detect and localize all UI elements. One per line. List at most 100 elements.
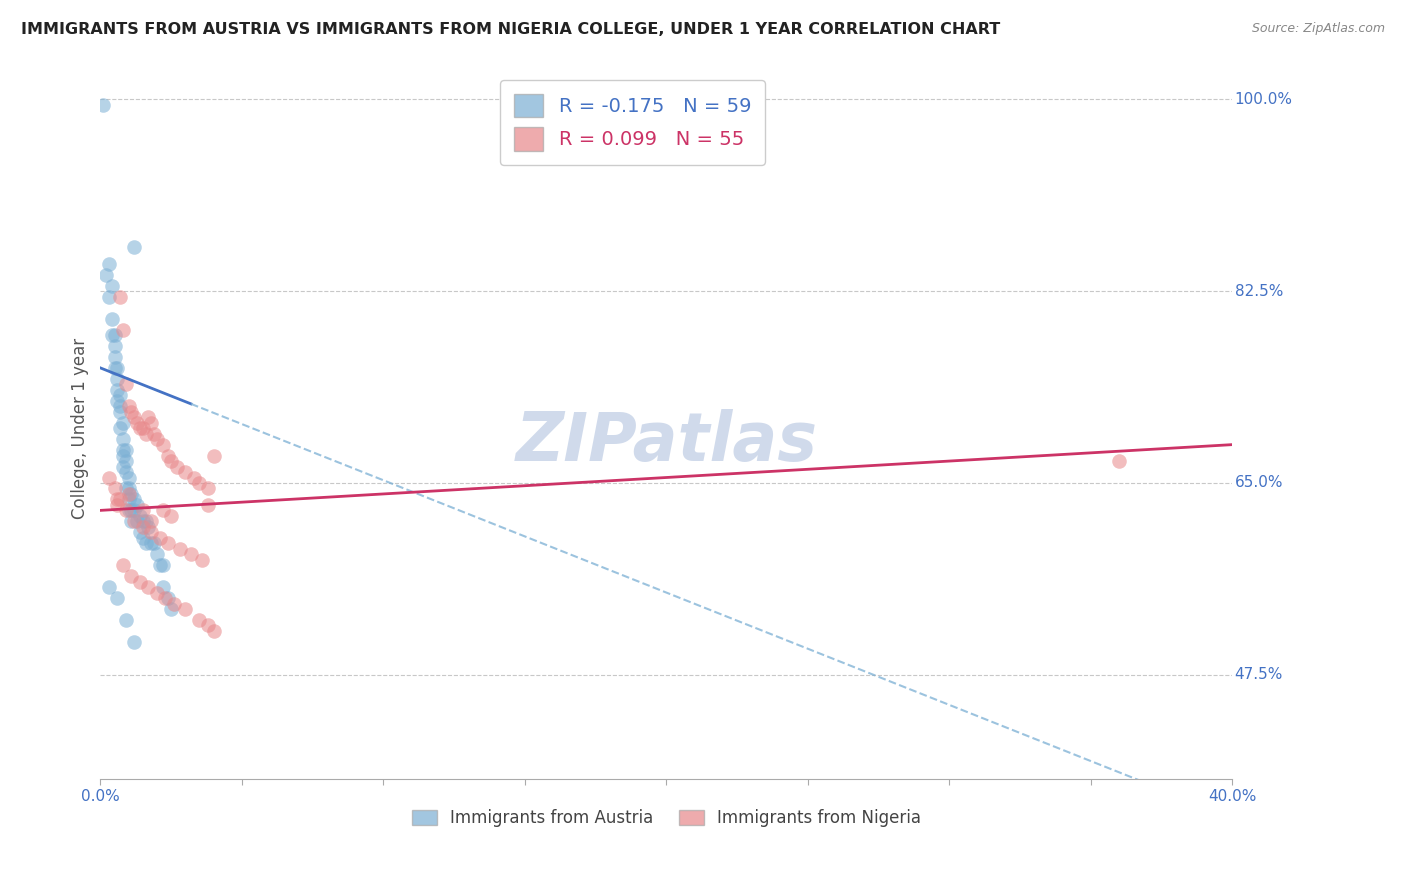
Point bbox=[124, 514, 146, 528]
Point bbox=[143, 426, 166, 441]
Point bbox=[108, 290, 131, 304]
Point bbox=[1108, 454, 1130, 468]
Point bbox=[146, 432, 169, 446]
Point bbox=[152, 580, 174, 594]
Point bbox=[160, 454, 183, 468]
Point bbox=[146, 547, 169, 561]
Point bbox=[135, 514, 157, 528]
Point bbox=[127, 514, 149, 528]
Point bbox=[127, 416, 149, 430]
Point bbox=[157, 591, 180, 605]
Point bbox=[124, 635, 146, 649]
Point bbox=[202, 449, 225, 463]
Point bbox=[108, 421, 131, 435]
Point bbox=[103, 328, 125, 343]
Point bbox=[108, 405, 131, 419]
Point bbox=[129, 508, 152, 523]
Point bbox=[111, 432, 134, 446]
Point bbox=[132, 520, 155, 534]
Point bbox=[105, 591, 128, 605]
Point bbox=[103, 339, 125, 353]
Point bbox=[180, 547, 202, 561]
Point bbox=[152, 437, 174, 451]
Point bbox=[160, 508, 183, 523]
Point bbox=[141, 416, 163, 430]
Text: 47.5%: 47.5% bbox=[1234, 667, 1284, 682]
Point bbox=[105, 383, 128, 397]
Point bbox=[108, 388, 131, 402]
Point bbox=[188, 613, 211, 627]
Point bbox=[160, 602, 183, 616]
Point bbox=[121, 569, 143, 583]
Point bbox=[124, 492, 146, 507]
Point bbox=[132, 531, 155, 545]
Text: 100.0%: 100.0% bbox=[1234, 92, 1292, 107]
Point bbox=[111, 558, 134, 573]
Legend: Immigrants from Austria, Immigrants from Nigeria: Immigrants from Austria, Immigrants from… bbox=[405, 803, 928, 834]
Point bbox=[121, 514, 143, 528]
Point bbox=[138, 520, 160, 534]
Point bbox=[118, 399, 141, 413]
Point bbox=[157, 449, 180, 463]
Point bbox=[141, 536, 163, 550]
Point bbox=[114, 465, 136, 479]
Point bbox=[103, 360, 125, 375]
Point bbox=[141, 514, 163, 528]
Point bbox=[114, 377, 136, 392]
Point bbox=[105, 372, 128, 386]
Point bbox=[114, 503, 136, 517]
Point bbox=[124, 410, 146, 425]
Point bbox=[146, 585, 169, 599]
Point bbox=[149, 531, 172, 545]
Point bbox=[132, 503, 155, 517]
Point bbox=[97, 580, 120, 594]
Point bbox=[118, 482, 141, 496]
Point bbox=[138, 410, 160, 425]
Point bbox=[155, 591, 177, 605]
Point bbox=[166, 459, 188, 474]
Point bbox=[141, 525, 163, 540]
Point bbox=[202, 624, 225, 638]
Point bbox=[135, 536, 157, 550]
Text: ZIPatlas: ZIPatlas bbox=[516, 409, 817, 475]
Point bbox=[105, 492, 128, 507]
Point bbox=[197, 618, 219, 632]
Point bbox=[114, 613, 136, 627]
Point bbox=[91, 98, 114, 112]
Point bbox=[121, 405, 143, 419]
Y-axis label: College, Under 1 year: College, Under 1 year bbox=[72, 337, 89, 519]
Point bbox=[188, 475, 211, 490]
Point bbox=[111, 443, 134, 458]
Point bbox=[157, 536, 180, 550]
Point bbox=[124, 503, 146, 517]
Point bbox=[127, 498, 149, 512]
Point bbox=[129, 421, 152, 435]
Point bbox=[143, 536, 166, 550]
Point bbox=[138, 580, 160, 594]
Point bbox=[108, 492, 131, 507]
Point bbox=[183, 470, 205, 484]
Point bbox=[129, 574, 152, 589]
Point bbox=[197, 482, 219, 496]
Text: 65.0%: 65.0% bbox=[1234, 475, 1284, 491]
Point bbox=[135, 426, 157, 441]
Point bbox=[121, 487, 143, 501]
Point bbox=[100, 328, 122, 343]
Point bbox=[152, 503, 174, 517]
Point bbox=[105, 393, 128, 408]
Text: 82.5%: 82.5% bbox=[1234, 284, 1284, 299]
Text: Source: ZipAtlas.com: Source: ZipAtlas.com bbox=[1251, 22, 1385, 36]
Point bbox=[169, 541, 191, 556]
Point bbox=[191, 552, 214, 566]
Point bbox=[111, 322, 134, 336]
Text: IMMIGRANTS FROM AUSTRIA VS IMMIGRANTS FROM NIGERIA COLLEGE, UNDER 1 YEAR CORRELA: IMMIGRANTS FROM AUSTRIA VS IMMIGRANTS FR… bbox=[21, 22, 1000, 37]
Point bbox=[132, 421, 155, 435]
Point bbox=[100, 311, 122, 326]
Point bbox=[174, 602, 197, 616]
Point bbox=[111, 416, 134, 430]
Point bbox=[124, 240, 146, 254]
Point bbox=[132, 514, 155, 528]
Point bbox=[111, 459, 134, 474]
Point bbox=[108, 399, 131, 413]
Point bbox=[163, 597, 186, 611]
